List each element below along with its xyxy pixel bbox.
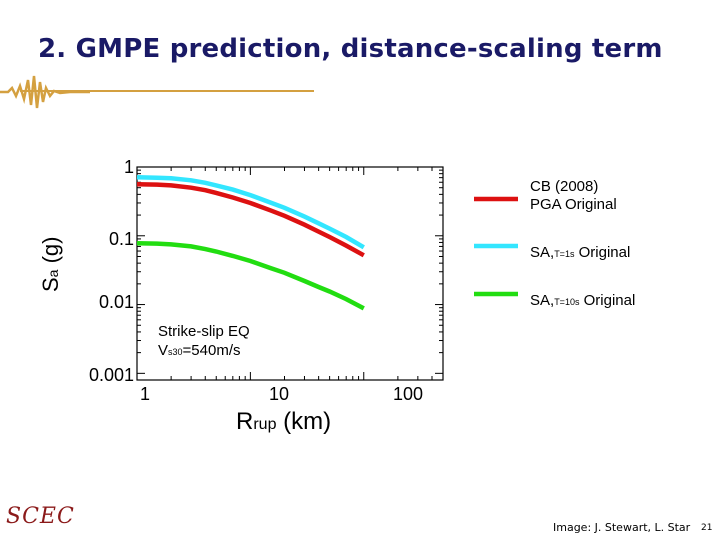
y-tick-label: 0.1 bbox=[108, 229, 134, 249]
series-line-sa10 bbox=[136, 240, 365, 311]
chart-annotation: Strike-slip EQ Vs30=540m/s bbox=[158, 323, 250, 359]
legend-label-sa10: SA,T=10s Original bbox=[530, 292, 636, 309]
scec-logo: SCEC bbox=[6, 504, 75, 529]
x-tick-label: 10 bbox=[268, 384, 290, 404]
legend-label-sa1: SA,T=1s Original bbox=[530, 244, 631, 261]
legend-label-pga: CB (2008) PGA Original bbox=[530, 178, 617, 213]
title-underline bbox=[20, 90, 314, 92]
x-axis-label: Rrup (km) bbox=[236, 408, 332, 435]
y-tick-label: 0.01 bbox=[98, 292, 134, 312]
y-axis-label: Sa (g) bbox=[38, 236, 63, 293]
series-line-pga bbox=[136, 182, 365, 258]
plot-frame bbox=[136, 166, 444, 381]
slide-title: 2. GMPE prediction, distance-scaling ter… bbox=[38, 34, 663, 64]
image-credit: Image: J. Stewart, L. Star bbox=[553, 521, 691, 534]
page-number: 21 bbox=[701, 523, 713, 533]
series-line-sa1 bbox=[136, 174, 365, 250]
y-tick-label: 0.001 bbox=[88, 365, 134, 385]
y-tick-label: 1 bbox=[123, 157, 134, 177]
seismogram-icon bbox=[0, 75, 90, 109]
x-tick-label: 100 bbox=[392, 384, 424, 404]
x-tick-label: 1 bbox=[139, 384, 150, 404]
